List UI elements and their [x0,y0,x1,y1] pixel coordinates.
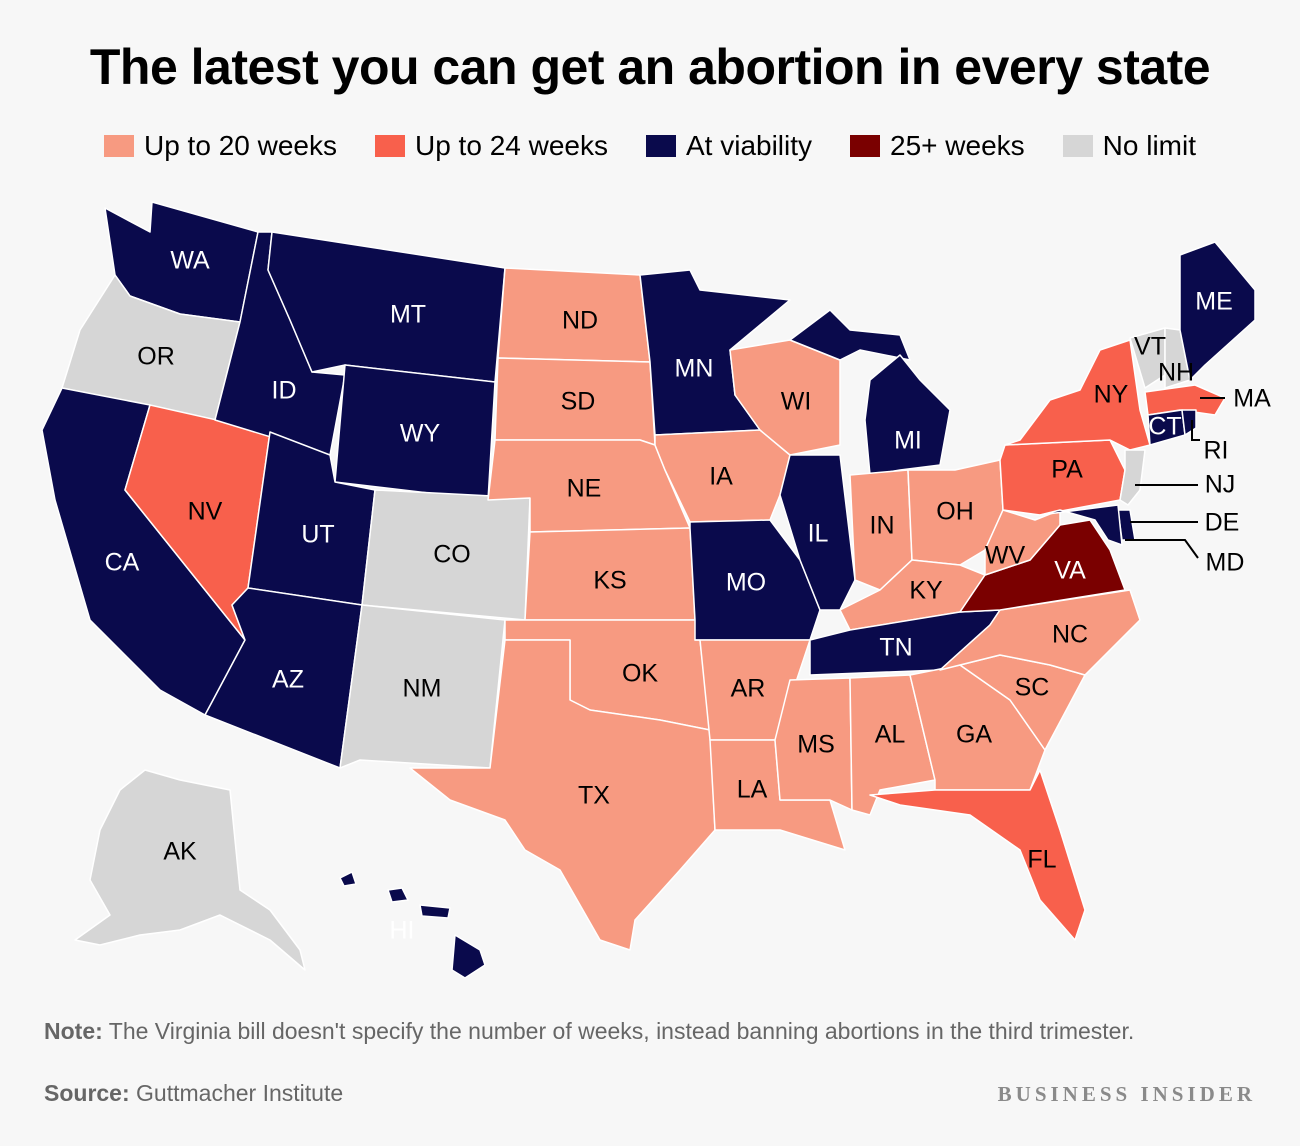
label-SD: SD [561,388,596,416]
legend-label-no-limit: No limit [1102,130,1197,161]
label-IA: IA [709,463,733,491]
state-MI[interactable] [864,354,951,476]
state-IL[interactable] [779,454,856,611]
note: Note: The Virginia bill doesn't specify … [44,1018,1134,1045]
state-NC[interactable] [939,589,1141,676]
state-MD[interactable] [1039,504,1123,546]
label-KY: KY [909,577,943,605]
legend-swatch-viability [645,135,676,157]
label-MI: MI [894,427,922,455]
label-OH: OH [936,498,974,526]
label-CA: CA [105,549,140,577]
legend-label-viability: At viability [685,130,813,161]
leader-MD [1125,539,1199,559]
label-LA: LA [737,776,768,804]
state-HI-4[interactable] [451,934,486,979]
label-TN: TN [879,634,912,662]
legend-swatch-no-limit [1062,135,1093,157]
note-text: The Virginia bill doesn't specify the nu… [108,1018,1135,1044]
label-WY: WY [400,420,441,448]
state-RI[interactable] [1181,409,1197,436]
legend-item-up-to-20: Up to 20 weeks [103,130,337,162]
state-FL[interactable] [869,769,1086,941]
source: Source: Guttmacher Institute [44,1080,343,1107]
label-MS: MS [797,731,835,759]
label-AR: AR [731,675,766,703]
label-MD: MD [1206,549,1245,577]
state-NJ[interactable] [1119,449,1146,506]
legend-swatch-up-to-20 [103,135,134,157]
legend-swatch-up-to-24 [374,135,405,157]
legend-label-25-plus: 25+ weeks [890,130,1025,161]
label-VT: VT [1134,333,1166,361]
label-GA: GA [956,721,992,749]
label-CO: CO [433,541,471,569]
label-RI: RI [1204,437,1229,465]
label-NJ: NJ [1205,471,1236,499]
legend-swatch-25-plus [850,135,881,157]
chart-title: The latest you can get an abortion in ev… [89,39,1211,95]
legend-label-up-to-20: Up to 20 weeks [143,130,337,161]
label-SC: SC [1015,674,1050,702]
leader-lines [1125,397,1225,559]
state-labels: WA OR CA NV ID MT WY UT AZ CO NM ND SD N… [105,247,1271,945]
label-AZ: AZ [272,666,304,694]
state-HI-2[interactable] [387,887,409,903]
legend-item-25-plus: 25+ weeks [850,130,1025,162]
label-MO: MO [726,569,766,597]
state-TX[interactable] [409,639,716,951]
label-NC: NC [1052,621,1088,649]
label-KS: KS [593,567,626,595]
leader-RI [1191,420,1200,441]
label-IN: IN [870,512,895,540]
label-NH: NH [1158,359,1194,387]
label-AK: AK [163,838,197,866]
state-NY[interactable] [1004,339,1151,451]
label-OR: OR [137,343,175,371]
label-NM: NM [403,675,442,703]
label-NV: NV [188,498,223,526]
state-HI-3[interactable] [419,904,451,919]
legend-item-no-limit: No limit [1062,130,1197,162]
label-MT: MT [390,301,426,329]
label-CT: CT [1148,413,1181,441]
label-DE: DE [1205,509,1240,537]
note-label: Note: [44,1018,103,1044]
label-FL: FL [1027,846,1056,874]
label-ME: ME [1195,288,1233,316]
legend: Up to 20 weeks Up to 24 weeks At viabili… [0,130,1300,162]
label-WA: WA [170,247,210,275]
legend-item-viability: At viability [645,130,813,162]
label-UT: UT [301,521,334,549]
legend-label-up-to-24: Up to 24 weeks [414,130,608,161]
label-WV: WV [985,542,1026,570]
label-WI: WI [781,388,812,416]
label-MN: MN [675,355,714,383]
state-NH[interactable] [1164,327,1191,389]
label-MA: MA [1233,385,1271,413]
label-AL: AL [875,721,906,749]
label-IL: IL [808,520,829,548]
label-PA: PA [1051,456,1083,484]
label-NY: NY [1094,381,1129,409]
legend-item-up-to-24: Up to 24 weeks [374,130,608,162]
state-WV[interactable] [984,509,1061,576]
source-label: Source: [44,1080,130,1106]
label-VA: VA [1054,557,1086,585]
label-ND: ND [562,307,598,335]
label-ID: ID [272,377,297,405]
brand-logo: BUSINESS INSIDER [997,1082,1256,1106]
label-NE: NE [567,475,602,503]
state-HI-1[interactable] [339,871,357,887]
state-NM[interactable] [339,604,506,769]
state-AK[interactable] [74,769,306,971]
state-ME[interactable] [1179,241,1256,381]
label-TX: TX [578,782,610,810]
label-OK: OK [622,660,658,688]
label-HI: HI [390,917,415,945]
source-text: Guttmacher Institute [136,1080,344,1106]
state-MI-UP[interactable] [789,309,911,361]
